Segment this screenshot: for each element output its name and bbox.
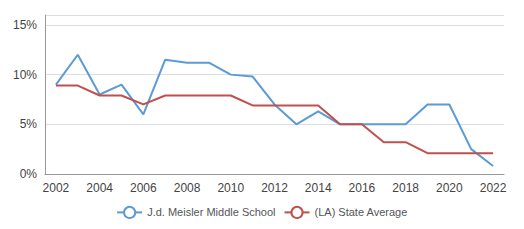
svg-text:2016: 2016 xyxy=(349,181,376,195)
svg-text:2002: 2002 xyxy=(43,181,70,195)
svg-text:2004: 2004 xyxy=(86,181,113,195)
svg-text:2018: 2018 xyxy=(392,181,419,195)
svg-text:2008: 2008 xyxy=(174,181,201,195)
svg-text:2020: 2020 xyxy=(436,181,463,195)
svg-text:J.d. Meisler Middle School: J.d. Meisler Middle School xyxy=(147,206,275,218)
svg-text:2022: 2022 xyxy=(480,181,507,195)
svg-text:2012: 2012 xyxy=(261,181,288,195)
svg-text:(LA) State Average: (LA) State Average xyxy=(315,206,408,218)
svg-text:0%: 0% xyxy=(20,167,38,181)
svg-text:15%: 15% xyxy=(13,18,37,32)
svg-text:2006: 2006 xyxy=(130,181,157,195)
svg-text:2014: 2014 xyxy=(305,181,332,195)
svg-text:2010: 2010 xyxy=(217,181,244,195)
svg-text:5%: 5% xyxy=(20,117,38,131)
svg-text:10%: 10% xyxy=(13,68,37,82)
